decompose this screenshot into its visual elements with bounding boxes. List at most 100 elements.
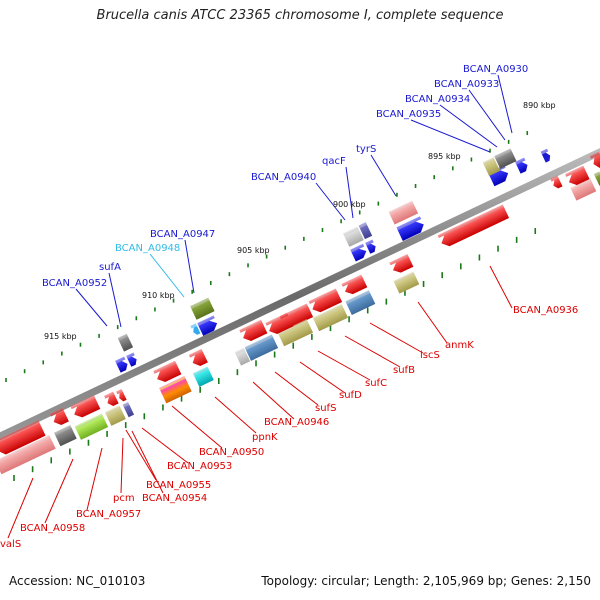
gene-box-anmk-b	[393, 271, 420, 294]
scale-label-890: 890 kbp	[523, 101, 556, 110]
label-bcan-a0955: BCAN_A0955	[146, 480, 211, 491]
gene-box-bcan-a0948	[190, 323, 201, 335]
label-bcan-a0934: BCAN_A0934	[405, 94, 470, 105]
label-anmk: anmK	[445, 340, 474, 351]
leader-bcan-a0947	[184, 239, 195, 294]
leader-sufs	[274, 371, 319, 406]
scale-row-outer-lower	[13, 228, 537, 481]
leader-bcan-a0946	[252, 381, 295, 420]
leader-anmk	[417, 301, 448, 344]
gene-box-bcan-a0927	[593, 171, 600, 186]
gene-box-pcm-b	[70, 395, 101, 418]
label-tyrs: tyrS	[356, 144, 376, 155]
gene-box-bcan-a0950-b	[192, 366, 214, 387]
gene-box-bcan-a0954	[104, 391, 119, 406]
gene-box-bcan-a0929-pink	[570, 178, 597, 201]
gene-box-sufa-b	[126, 352, 137, 367]
leader-bcan-a0954	[131, 430, 164, 494]
leader-bcan-a0940	[315, 182, 346, 221]
lower-gene-labels: BCAN_A0936 anmK iscS sufB sufC sufD sufS…	[0, 305, 578, 550]
label-bcan-a0953: BCAN_A0953	[167, 461, 232, 472]
gene-box-bcan-a0955	[116, 388, 127, 402]
label-bcan-a0930: BCAN_A0930	[463, 64, 528, 75]
gene-box-ppnk-b	[239, 319, 268, 341]
leader-bcan-a0936	[489, 265, 513, 309]
gene-box-bcan-a0940	[342, 226, 364, 247]
leader-sufb	[344, 335, 401, 368]
leader-bcan-a0952	[75, 288, 108, 327]
gene-box-tyrs-rev	[388, 200, 419, 225]
gene-box-bcan-a0953-b	[159, 375, 192, 404]
label-sufb: sufB	[393, 365, 415, 376]
gene-features	[0, 148, 600, 475]
label-bcan-a0935: BCAN_A0935	[376, 109, 441, 120]
scale-labels: 890 kbp 895 kbp 900 kbp 905 kbp 910 kbp …	[44, 101, 556, 341]
label-leader-lines	[7, 74, 513, 539]
gene-box-bcan-a0929-a	[550, 175, 563, 189]
gene-box-bcan-a0934	[482, 157, 500, 176]
scale-label-900: 900 kbp	[333, 200, 366, 209]
leader-bcan-a0953	[141, 427, 189, 464]
gene-box-bcan-a0939	[358, 222, 373, 240]
gene-box-bcan-a0957-b	[49, 407, 69, 426]
label-bcan-a0936: BCAN_A0936	[513, 305, 578, 316]
scale-row-outer-upper	[5, 131, 529, 382]
leader-bcan-a0930	[497, 74, 513, 134]
chromosome-backbone	[0, 148, 600, 441]
leader-bcan-a0933	[468, 89, 506, 141]
gene-box-vals	[0, 420, 46, 455]
accession-text: Accession: NC_010103	[9, 574, 146, 588]
gene-box-sufd	[312, 304, 349, 332]
gene-box-sufa	[117, 333, 134, 352]
scale-ticks	[5, 131, 537, 481]
gene-box-bcan-a0947-b	[197, 315, 218, 336]
gene-box-bcan-a0931	[515, 157, 528, 174]
leader-bcan-a0955	[125, 429, 157, 481]
label-bcan-a0958: BCAN_A0958	[20, 523, 85, 534]
gene-box-bcan-a0936	[437, 204, 510, 247]
gene-box-qacf-a	[350, 243, 367, 262]
gene-box-tyrs	[396, 216, 424, 241]
leader-bcan-a0935	[410, 119, 491, 153]
label-bcan-a0933: BCAN_A0933	[434, 79, 499, 90]
gene-box-bcan-a0946-b	[234, 347, 251, 366]
gene-box-bcan-a0950	[188, 348, 208, 367]
gene-box-anmk	[389, 254, 414, 273]
label-bcan-a0952: BCAN_A0952	[42, 278, 107, 289]
leader-vals	[7, 477, 34, 539]
gene-box-sufa-a	[115, 356, 128, 373]
gene-box-bcan-a0946	[265, 312, 294, 334]
topology-stats-text: Topology: circular; Length: 2,105,969 bp…	[261, 574, 591, 588]
label-bcan-a0940: BCAN_A0940	[251, 172, 316, 183]
label-bcan-a0948: BCAN_A0948	[115, 243, 180, 254]
scale-label-915: 915 kbp	[44, 332, 77, 341]
label-sufs: sufS	[315, 403, 336, 414]
label-pcm: pcm	[113, 493, 135, 504]
leader-sufd	[299, 361, 346, 394]
gene-box-iscs	[341, 274, 368, 295]
leader-bcan-a0950	[171, 405, 223, 449]
leader-bcan-a0934	[439, 104, 498, 148]
gene-box-qacf-b	[365, 239, 376, 254]
label-vals: valS	[0, 539, 21, 550]
label-sufc: sufC	[365, 378, 387, 389]
gene-box-vals-b	[0, 435, 56, 475]
leader-bcan-a0958	[44, 458, 74, 524]
label-iscs: iscS	[420, 350, 440, 361]
gene-box-bcan-a0958	[54, 425, 77, 447]
label-bcan-a0950: BCAN_A0950	[199, 447, 264, 458]
gene-box-bcan-a0955-b	[122, 402, 135, 418]
map-title: Brucella canis ATCC 23365 chromosome I, …	[96, 8, 504, 23]
leader-bcan-a0948	[149, 253, 185, 298]
gene-box-bcan-a0957	[74, 413, 109, 440]
gene-box-sufs-b	[277, 319, 314, 347]
leader-bcan-a0957	[86, 447, 103, 511]
gene-box-bcan-a0929	[540, 148, 551, 163]
label-qacf: qacF	[322, 156, 346, 167]
gene-box-sufb	[345, 290, 376, 315]
label-ppnk: ppnK	[252, 432, 278, 443]
scale-label-910: 910 kbp	[142, 291, 175, 300]
leader-sufc	[317, 350, 371, 381]
